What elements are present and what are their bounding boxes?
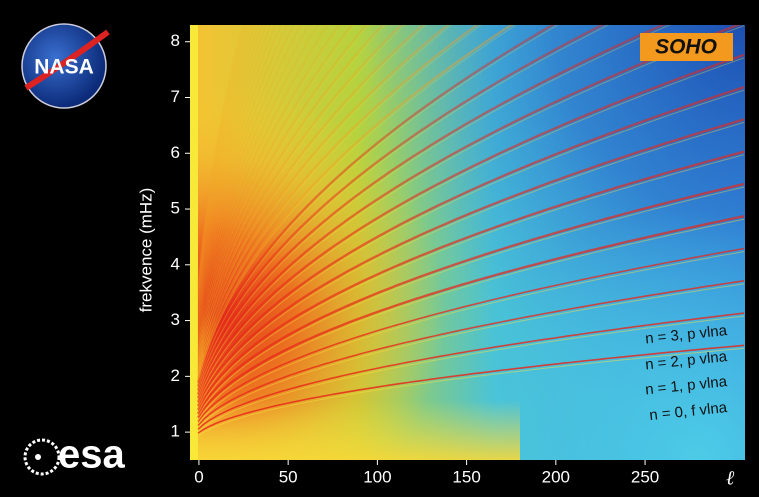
ridge [196,25,403,364]
ridge [196,25,341,348]
ridge-glow [197,25,342,351]
ridge [196,150,745,411]
ridge [196,25,479,376]
ridge [196,25,555,383]
ridge-glow [197,347,745,437]
ridge [196,86,745,403]
ridge-glow [197,218,745,421]
ridge-glow [197,25,745,398]
ridge-glow [197,25,482,379]
y-tick-label: 2 [171,366,180,385]
ridge-glow [197,283,745,429]
ridge-glow [197,154,745,414]
ridge [196,118,745,407]
x-tick-label: 150 [452,467,480,486]
nasa-text: NASA [34,56,94,79]
ridge-glow [197,25,671,394]
x-axis-label: ℓ [726,468,735,490]
ridge-glow [197,251,745,425]
ridge [196,25,384,360]
ridge [197,344,745,434]
ridge [196,25,320,341]
ridge [196,25,450,372]
soho-text: SOHO [655,36,717,59]
y-tick-label: 7 [171,87,180,106]
ridge [196,25,303,333]
ridge [196,25,330,345]
ridge-glow [197,25,610,390]
ridge-glow [197,25,427,371]
y-tick-label: 8 [171,31,180,50]
y-tick-label: 1 [171,422,180,441]
esa-text: esa [58,433,125,477]
heatmap [190,25,745,460]
x-tick-label: 200 [542,467,570,486]
x-tick-label: 100 [363,467,391,486]
ridge-glow [197,89,745,406]
ridge [196,25,425,368]
ridge-glow [197,25,296,332]
ridge-glow [197,186,745,417]
ridge-glow [197,25,331,347]
x-tick-label: 250 [631,467,659,486]
ridge-glow [197,25,355,355]
soho-logo: SOHO [640,33,733,61]
ridge [196,25,354,352]
ridge [196,25,514,380]
ridge-glow [197,315,745,433]
esa-logo: esa [23,433,125,477]
ridge-glow [197,25,517,382]
y-tick-label: 4 [171,254,180,273]
nasa-logo: NASA [21,23,110,109]
ridge-glow [197,25,312,340]
ridge [196,182,745,415]
x-tick-label: 50 [279,467,298,486]
y-tick-label: 5 [171,199,180,218]
ridge-glow [197,25,370,359]
y-tick-label: 6 [171,143,180,162]
ridge-glow [197,57,745,402]
ridge [196,25,605,387]
ridge-glow [197,121,745,410]
ridge [196,25,311,337]
ridge [196,25,368,356]
x-tick-label: 0 [194,467,203,486]
y-tick-label: 3 [171,310,180,329]
ridge [196,53,745,399]
ridge [197,247,745,422]
ridge [196,25,666,391]
ridge [197,215,745,419]
ridge-glow [197,25,453,375]
ridge-glow [197,25,304,336]
ridge [197,280,745,426]
ridge [197,312,745,430]
ridge-glow [197,25,321,344]
ridge-glow [197,25,405,367]
ridge-glow [197,25,559,386]
ridge-glow [197,25,386,363]
ridge [196,25,295,329]
y-axis-label: frekvence (mHz) [136,188,155,313]
